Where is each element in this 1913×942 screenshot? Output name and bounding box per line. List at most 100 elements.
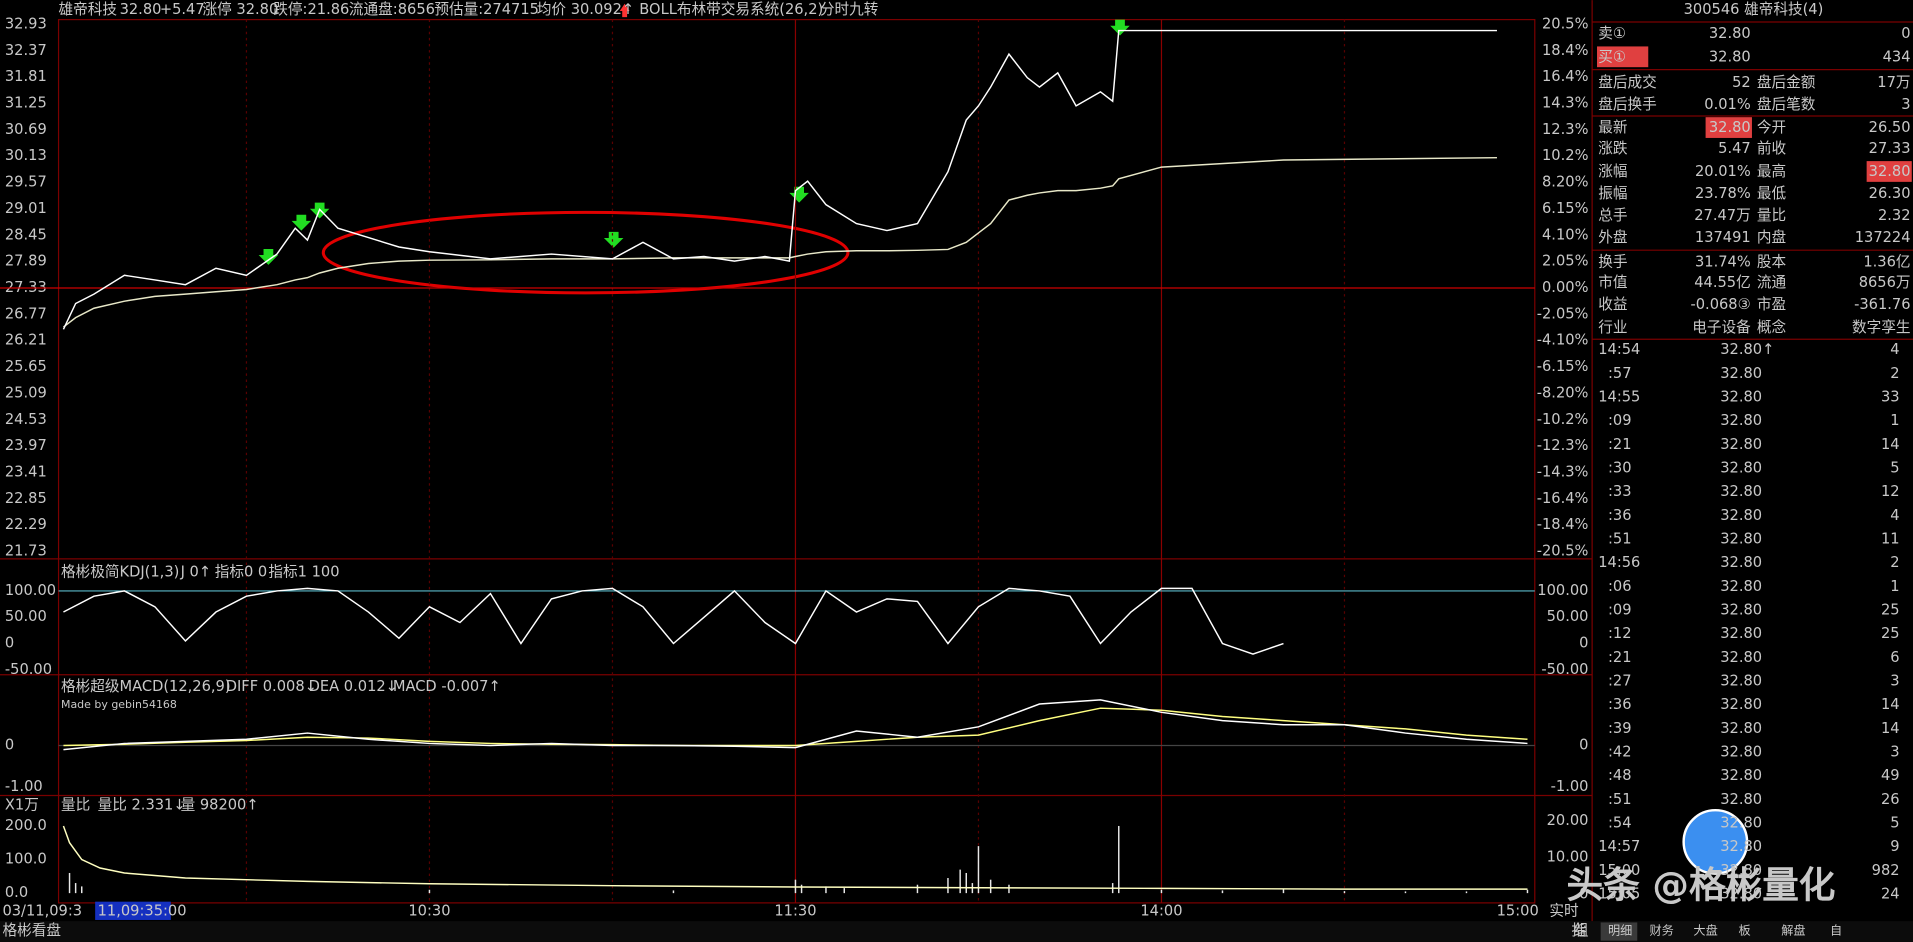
watermark-icon xyxy=(1682,808,1749,875)
macd-tick-label: 0 xyxy=(5,736,14,753)
diff-line xyxy=(63,699,1528,751)
y-tick-label: 31.81 xyxy=(5,68,47,85)
header-limit-down: 跌停:21.86 xyxy=(273,1,349,18)
y-tick-label: 25.65 xyxy=(5,358,47,375)
frames xyxy=(0,0,1913,922)
kdj-tick-label-right: 100.00 xyxy=(1537,582,1588,599)
trade-volume: 4 xyxy=(1890,341,1899,358)
y-tick-label: 28.45 xyxy=(5,226,47,243)
trade-price: 32.80 xyxy=(1720,412,1762,429)
trade-volume: 25 xyxy=(1881,602,1900,619)
kdj-line xyxy=(63,587,1284,655)
trade-time: :12 xyxy=(1608,625,1632,642)
trade-price: 32.80 xyxy=(1720,886,1762,903)
quote-value: 32.80 xyxy=(1709,119,1751,136)
trade-volume: 3 xyxy=(1890,673,1899,690)
quote-value: -0.068③ xyxy=(1690,296,1750,313)
trade-volume: 9 xyxy=(1890,838,1899,855)
trade-price: 32.80 xyxy=(1720,720,1762,737)
tab[interactable]: 明细 xyxy=(1608,923,1632,937)
quote-value: 3 xyxy=(1901,96,1910,113)
quote-label: 买① xyxy=(1598,48,1626,65)
trade-price: 32.80 xyxy=(1720,365,1762,382)
quote-label: 涨跌 xyxy=(1598,140,1628,157)
cursor-box xyxy=(95,901,171,920)
macd-tick-label-right: 0 xyxy=(1579,736,1588,753)
tab[interactable]: 大盘 xyxy=(1693,922,1717,937)
trade-time: :30 xyxy=(1608,460,1632,477)
trade-price: 32.80 xyxy=(1720,460,1762,477)
trade-time: :51 xyxy=(1608,531,1632,548)
trade-time: :21 xyxy=(1608,649,1632,666)
volume-y2-tick-label: 20.00 xyxy=(1547,812,1589,829)
status-right: 指 xyxy=(1571,922,1586,939)
arrow xyxy=(603,231,624,248)
average-line xyxy=(62,156,1497,328)
y-tick-label: 22.29 xyxy=(5,516,47,533)
status-bar xyxy=(0,921,1913,942)
quote-value: 27.33 xyxy=(1869,140,1911,157)
trade-volume: 982 xyxy=(1872,862,1900,879)
status-left: 格彬看盘 xyxy=(2,921,61,939)
quote-label: 涨幅 xyxy=(1598,163,1627,180)
time-label: 10:30 xyxy=(408,902,450,919)
trade-volume: 2 xyxy=(1890,365,1899,382)
trade-price: 32.80 xyxy=(1720,767,1762,784)
pct-tick-label: -16.4% xyxy=(1537,490,1589,507)
pct-tick-label: 12.3% xyxy=(1542,121,1589,138)
trade-price: 32.80 xyxy=(1720,838,1762,855)
header-est-vol: 预估量:274715 xyxy=(434,1,539,18)
quote-value: 17万 xyxy=(1877,74,1910,91)
pct-tick-label: 2.05% xyxy=(1542,253,1589,270)
trade-time: 14:55 xyxy=(1598,389,1640,406)
tab[interactable]: 财务 xyxy=(1649,922,1673,937)
quote-value: 31.74% xyxy=(1695,253,1751,270)
macd-title: 格彬超级MACD(12,26,9) xyxy=(61,678,231,695)
realtime-label: 实时 xyxy=(1549,902,1579,919)
status-right: 组 xyxy=(1574,922,1589,939)
pct-tick-label: 18.4% xyxy=(1542,42,1589,59)
trade-volume: 4 xyxy=(1890,507,1899,524)
chart-frame xyxy=(57,18,1536,904)
trade-price: 32.80 xyxy=(1720,862,1762,879)
quote-value: 5.47 xyxy=(1718,140,1751,157)
quote-value: 137224 xyxy=(1855,229,1911,246)
signal-arrows xyxy=(258,19,1130,265)
y-tick-label: 21.73 xyxy=(5,543,47,560)
pct-tick-label: 10.2% xyxy=(1542,147,1589,164)
pct-tick-label: 16.4% xyxy=(1542,68,1589,85)
trade-time: :36 xyxy=(1608,696,1632,713)
quote-label: 股本 xyxy=(1757,253,1787,270)
quote-value: 2.32 xyxy=(1878,207,1911,224)
boll-icon xyxy=(619,3,630,18)
macd-tick-label-right: -1.00 xyxy=(1551,778,1589,795)
trade-volume: 11 xyxy=(1881,531,1900,548)
header-price: 32.80 xyxy=(120,1,162,18)
y-tick-label: 31.25 xyxy=(5,95,47,112)
volume-tick-label: 100.0 xyxy=(5,851,47,868)
y-tick-label: 23.41 xyxy=(5,463,47,480)
trade-volume: 14 xyxy=(1881,696,1900,713)
header-indicator: BOLL布林带交易系统(26,2) xyxy=(639,0,823,18)
tab[interactable]: 解盘 xyxy=(1781,922,1805,937)
trade-price: 32.80 xyxy=(1720,791,1762,808)
quote-value: 26.30 xyxy=(1869,185,1911,202)
trade-price: 32.80 xyxy=(1720,578,1762,595)
trade-price: 32.80 xyxy=(1720,696,1762,713)
trade-volume: 5 xyxy=(1890,460,1899,477)
kdj-tick-label: 50.00 xyxy=(5,608,47,625)
quote-value: 20.01% xyxy=(1695,163,1751,180)
quote-label: 行业 xyxy=(1598,319,1627,336)
quote-value: 0 xyxy=(1901,25,1910,42)
quote-label: 外盘 xyxy=(1598,228,1627,246)
trade-price: 32.80 xyxy=(1720,602,1762,619)
tab[interactable]: 自 xyxy=(1830,923,1842,937)
tab[interactable]: 板 xyxy=(1739,923,1751,937)
quote-label: 前收 xyxy=(1757,140,1787,157)
trade-volume: 49 xyxy=(1881,767,1900,784)
macd-credit: Made by gebin54168 xyxy=(61,698,177,711)
kdj-tick-label: -50.00 xyxy=(5,661,52,678)
trade-volume: 3 xyxy=(1890,744,1899,761)
volume-y2-tick-label: 0 xyxy=(1579,885,1588,902)
kdj-title: 格彬极简KDJ(1,3) xyxy=(61,563,179,580)
